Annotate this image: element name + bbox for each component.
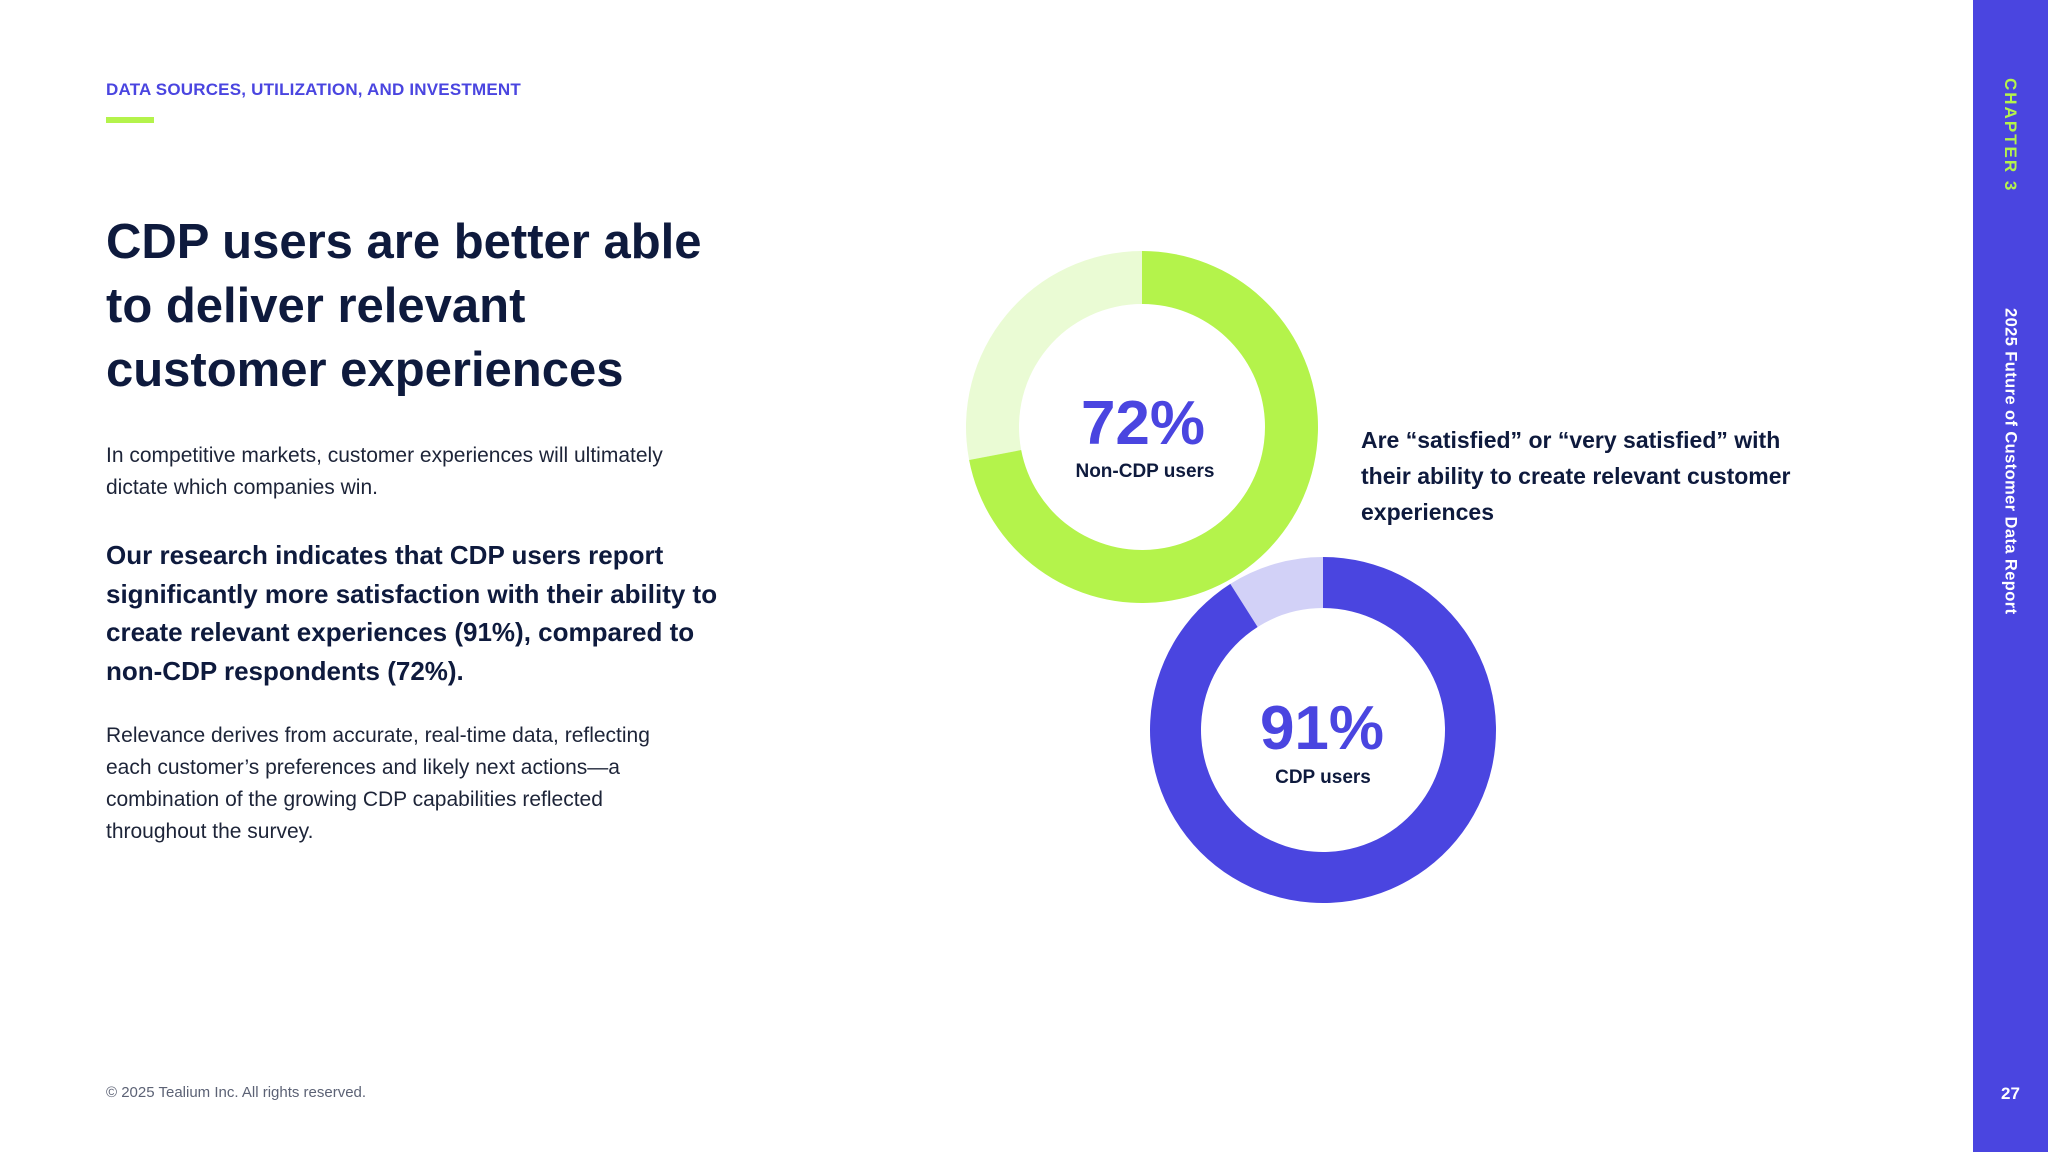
chapter-label: CHAPTER 3 <box>2001 78 2020 193</box>
intro-paragraph: In competitive markets, customer experie… <box>106 444 663 499</box>
eyebrow-accent-rule <box>106 117 154 123</box>
non-cdp-category-label: Non-CDP users <box>1075 461 1214 482</box>
donut-chart: 72% Non-CDP users 91% CDP users <box>966 251 1497 903</box>
chapter-sidebar <box>1973 0 2048 1152</box>
cdp-remainder-arc <box>1230 557 1323 627</box>
page-number: 27 <box>2001 1084 2020 1103</box>
copyright-footer: © 2025 Tealium Inc. All rights reserved. <box>106 1084 367 1101</box>
donut-non-cdp: 72% Non-CDP users <box>966 251 1318 604</box>
non-cdp-remainder-arc <box>966 251 1142 460</box>
page-title: CDP users are better able to deliver rel… <box>106 215 702 397</box>
cdp-percent-label: 91% <box>1260 694 1384 763</box>
cdp-category-label: CDP users <box>1275 767 1371 788</box>
report-title-vertical: 2025 Future of Customer Data Report <box>2001 308 2020 615</box>
cdp-value-arc <box>1150 557 1497 903</box>
detail-paragraph: Relevance derives from accurate, real-ti… <box>106 724 650 843</box>
donut-cdp: 91% CDP users <box>1150 557 1497 903</box>
lead-paragraph: Our research indicates that CDP users re… <box>106 540 718 686</box>
non-cdp-percent-label: 72% <box>1081 389 1205 458</box>
chart-annotation: Are “satisfied” or “very satisfied” with… <box>1361 427 1791 525</box>
non-cdp-value-arc <box>969 251 1318 604</box>
section-eyebrow: DATA SOURCES, UTILIZATION, AND INVESTMEN… <box>106 80 521 99</box>
